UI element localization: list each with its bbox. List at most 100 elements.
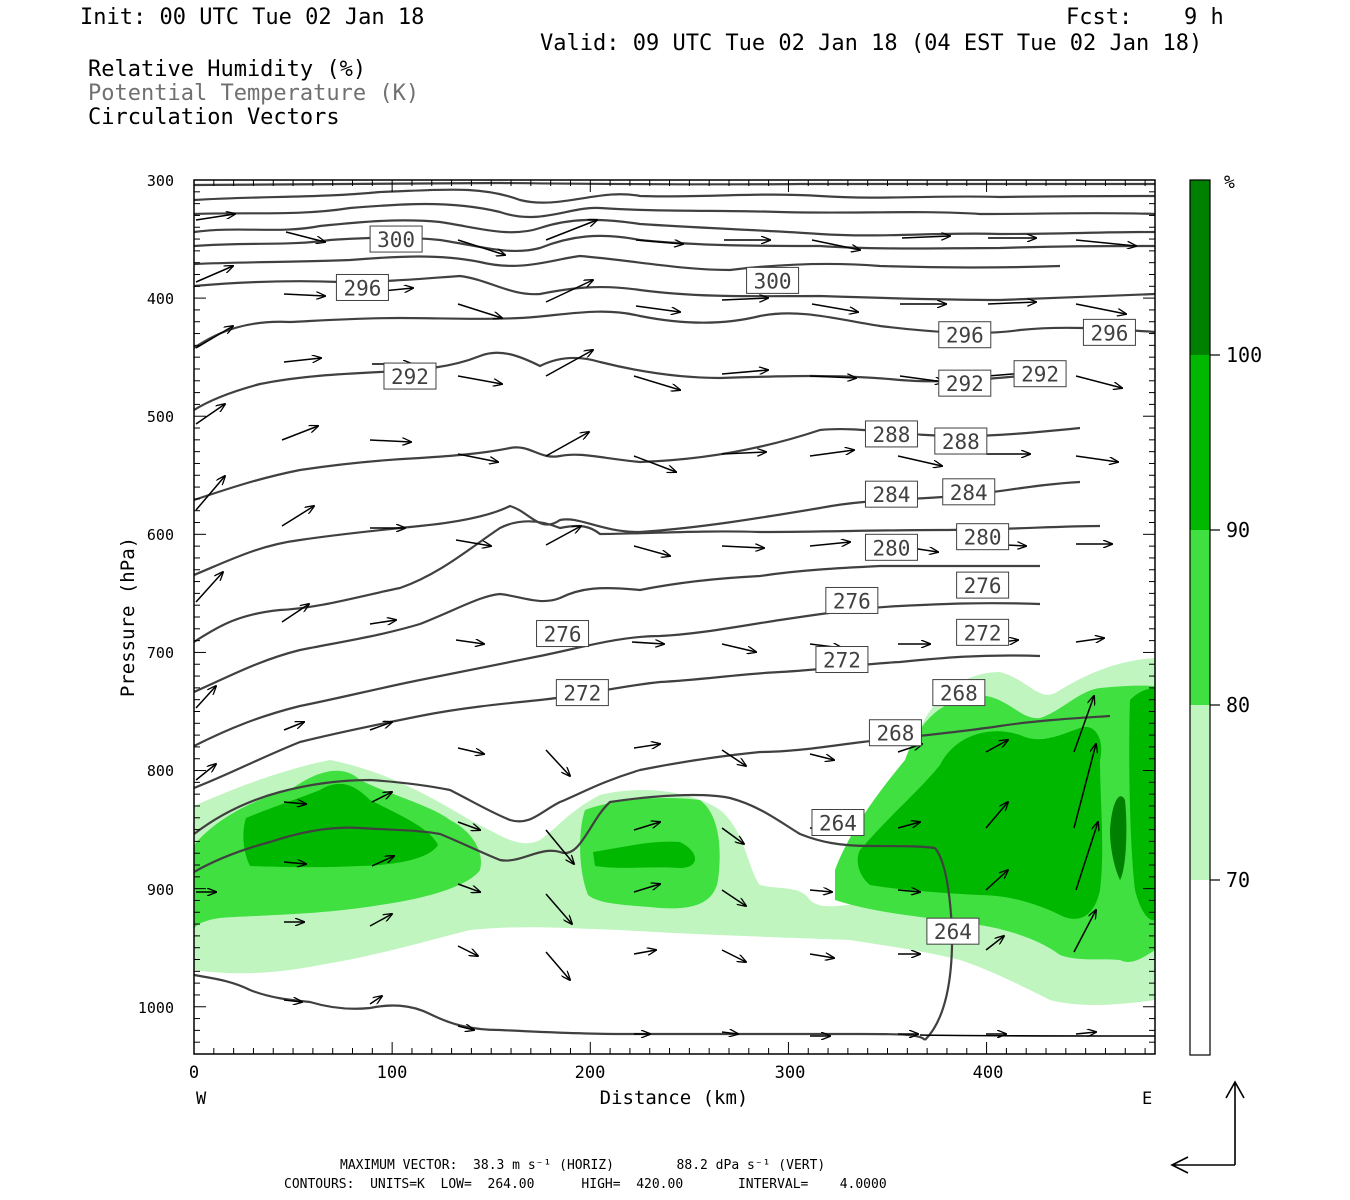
theta-label: 296 — [946, 324, 984, 348]
circulation-vector — [283, 802, 306, 804]
theta-label: 268 — [876, 722, 914, 746]
colorbar-80-90 — [1190, 530, 1210, 705]
colorbar-above-100 — [1190, 180, 1210, 355]
circulation-vector — [635, 305, 680, 312]
circulation-vector — [1075, 375, 1122, 388]
theta-label: 296 — [1090, 321, 1128, 345]
circulation-vector — [809, 753, 834, 760]
circulation-vector — [809, 954, 834, 958]
circulation-vector — [985, 936, 1004, 951]
circulation-vector — [545, 280, 593, 303]
theta-label: 292 — [1021, 363, 1059, 387]
circulation-vector — [195, 326, 233, 349]
circulation-vector — [281, 506, 314, 527]
circulation-vector — [633, 822, 660, 831]
theta-contour — [194, 188, 1155, 204]
colorbar-90-100 — [1190, 355, 1210, 530]
theta-contour — [194, 793, 936, 873]
theta-label-box — [956, 523, 1010, 551]
theta-label-box — [383, 362, 437, 390]
circulation-vector — [897, 890, 920, 892]
theta-label: 292 — [391, 365, 429, 389]
theta-contour — [194, 181, 1155, 187]
circulation-vector — [545, 749, 570, 776]
circulation-vector — [195, 404, 225, 425]
theta-label: 276 — [544, 623, 582, 647]
x-tick-label: 0 — [189, 1063, 199, 1083]
rh-90-region-east — [857, 726, 1103, 919]
circulation-vector — [985, 740, 1008, 753]
theta-contour — [194, 602, 1041, 747]
circulation-vector — [457, 747, 484, 754]
forecast-label: Fcst: — [1066, 5, 1133, 30]
circulation-vector — [633, 950, 656, 954]
circulation-vector — [457, 239, 505, 255]
theta-label-box — [811, 809, 865, 837]
circulation-vector — [1073, 744, 1096, 829]
circulation-vector — [1075, 303, 1126, 314]
theta-label: 288 — [942, 430, 980, 454]
theta-contour — [194, 351, 1061, 411]
theta-label: 296 — [343, 276, 381, 300]
theta-label: 300 — [754, 269, 792, 293]
theta-label-box — [938, 369, 992, 397]
circulation-vector — [369, 722, 392, 731]
circulation-vector — [721, 643, 756, 652]
circulation-vector — [721, 749, 746, 766]
circulation-vector — [809, 542, 850, 546]
theta-label: 280 — [872, 536, 910, 560]
surface-line — [919, 1034, 1155, 1037]
circulation-vector — [635, 240, 683, 244]
rh-90-region-east-edge — [1129, 688, 1155, 921]
theta-label-box — [956, 618, 1010, 646]
colorbar-below-70 — [1190, 880, 1210, 1055]
x-axis-label: Distance (km) — [600, 1087, 749, 1109]
circulation-vector — [195, 572, 223, 603]
colorbar: % 100 90 80 70 — [1189, 172, 1262, 1056]
contour-info: CONTOURS: UNITS=K LOW= 264.00 HIGH= 420.… — [284, 1177, 887, 1192]
circulation-vector — [985, 870, 1008, 891]
circulation-vector — [457, 303, 502, 318]
rh-90-region-west — [243, 783, 438, 868]
x-end-label-west: W — [196, 1089, 207, 1109]
circulation-vector — [545, 526, 581, 546]
reference-horizontal-arrow — [1170, 1156, 1235, 1174]
y-tick-label: 900 — [147, 881, 174, 899]
theta-label: 264 — [819, 812, 857, 836]
colorbar-level: 100 — [1226, 343, 1262, 367]
circulation-vector — [721, 370, 768, 374]
circulation-vector — [457, 883, 480, 892]
circulation-vector — [1075, 638, 1104, 642]
theta-label-box — [1013, 360, 1067, 388]
theta-label: 276 — [964, 574, 1002, 598]
circulation-vector — [545, 951, 570, 980]
circulation-vector — [633, 455, 676, 472]
theta-labels: 300 296 300 296 296 292 292 292 288 288 284 284 280 2… — [335, 225, 1136, 945]
theta-label: 300 — [377, 228, 415, 252]
circulation-vector — [633, 375, 680, 390]
legend-potential-temperature: Potential Temperature (K) — [88, 81, 420, 106]
theta-label: 284 — [872, 483, 910, 507]
circulation-vector — [195, 686, 216, 709]
circulation-vector — [283, 1000, 302, 1002]
theta-label: 268 — [940, 682, 978, 706]
reference-vertical-arrow — [1225, 1080, 1245, 1165]
circulation-vector — [371, 856, 394, 867]
circulation-vector — [545, 220, 597, 241]
circulation-vector — [721, 889, 746, 906]
circulation-vector — [901, 236, 950, 238]
circulation-vector — [283, 294, 325, 296]
circulation-vector — [455, 539, 491, 546]
circulation-vector — [633, 744, 660, 748]
theta-label-box — [864, 480, 918, 508]
circulation-vector — [1075, 822, 1098, 891]
theta-contour — [194, 714, 1111, 835]
circulation-vector — [987, 302, 1036, 304]
circulation-vector — [631, 642, 664, 644]
theta-label: 284 — [950, 481, 988, 505]
circulation-vector — [457, 453, 498, 462]
theta-label-box — [942, 478, 996, 506]
circulation-vector — [457, 1026, 474, 1030]
circulation-vector — [811, 239, 860, 250]
theta-contour — [194, 202, 1155, 219]
